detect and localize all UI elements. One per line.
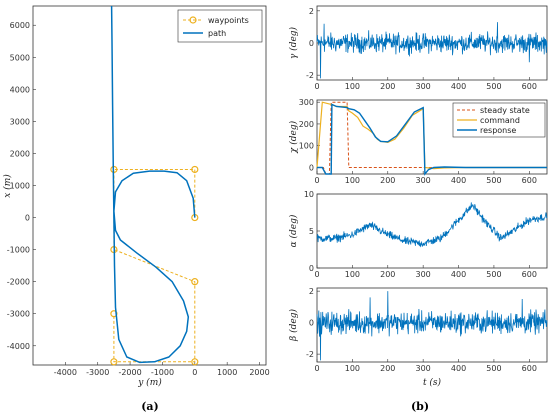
panel-a-plot: -4000 -3000 -2000 -1000 0 1000 2000-4000-3000-…	[7, 5, 270, 377]
legend-steady-label: steady state	[480, 106, 530, 115]
panel-b3-xtick-label-5: 500	[486, 270, 501, 279]
panel-b3-ytick-label-0: 0	[309, 264, 314, 273]
panel-b1-ytick-label-0: -2	[306, 71, 314, 80]
legend-response-label: response	[480, 126, 516, 135]
panel-b2-ytick-label-1: 100	[299, 142, 314, 151]
caption-b: (b)	[411, 400, 429, 413]
panel-b3-xtick-label-1: 100	[345, 270, 360, 279]
waypoint-marker	[191, 358, 199, 366]
panel-a-ytick-label-9: 5000	[10, 53, 30, 62]
panel-b1-xtick-label-6: 600	[522, 82, 537, 91]
panel-a-legend: waypoints path	[177, 9, 263, 43]
panel-b1-xtick-label-0: 0	[314, 82, 319, 91]
panel-b2-xtick-label-5: 500	[486, 176, 501, 185]
panel-a-xtick-label-1: -3000	[86, 368, 109, 377]
waypoint-marker	[191, 278, 199, 286]
panel-a-ytick-label-5: 1000	[10, 182, 30, 191]
response-line	[317, 103, 547, 176]
panel-b4-xtick-label-1: 100	[345, 364, 360, 373]
panel-b2-axes	[316, 99, 548, 175]
panel-b2-xtick-label-4: 400	[451, 176, 466, 185]
panel-a-legend-box	[177, 9, 263, 43]
panel-a-xtick-label-2: -2000	[118, 368, 141, 377]
panel-b3-xtick-label-6: 600	[522, 270, 537, 279]
path-line	[110, 5, 196, 364]
panel-a-xtick-label-4: 0	[192, 368, 197, 377]
panel-b1-xtick-label-4: 400	[451, 82, 466, 91]
panel-b3-ytick-label-2: 10	[304, 190, 314, 199]
panel-b2-xtick-label-1: 100	[345, 176, 360, 185]
panel-a-ytick-label-6: 2000	[10, 149, 30, 158]
panel-b4-xtick-label-2: 200	[380, 364, 395, 373]
panel-b1-ylabel: γ (deg)	[288, 26, 299, 59]
panel-b1-xtick-label-1: 100	[345, 82, 360, 91]
caption-a: (a)	[141, 400, 159, 413]
panel-a-ytick-label-8: 4000	[10, 85, 30, 94]
panel-a-xlabel: y (m)	[137, 377, 162, 388]
panel-a-xtick-label-0: -4000	[54, 368, 77, 377]
panel-b4-ylabel: β (deg)	[288, 309, 299, 342]
panel-b1-xtick-label-5: 500	[486, 82, 501, 91]
panel-b3-series-line	[316, 202, 548, 248]
panel-b4-xtick-label-5: 500	[486, 364, 501, 373]
panel-b3-ylabel: α (deg)	[288, 214, 299, 247]
legend-command-label: command	[480, 116, 520, 125]
legend-waypoints-label: waypoints	[208, 16, 249, 25]
panel-a-ytick-label-3: -1000	[7, 246, 30, 255]
panel-b4-xlabel: t (s)	[423, 377, 442, 388]
panel-b2-ytick-label-2: 200	[299, 120, 314, 129]
panel-a-ytick-label-0: -4000	[7, 342, 30, 351]
panel-b2-legend: steady state command response	[452, 102, 546, 138]
panel-b4-ytick-label-0: -2	[306, 350, 314, 359]
legend-path-label: path	[208, 29, 226, 38]
panel-a-ytick-label-4: 0	[25, 214, 30, 223]
panel-b2-ytick-label-3: 300	[299, 98, 314, 107]
panel-a-ytick-label-10: 6000	[10, 21, 30, 30]
panel-b2-xtick-label-6: 600	[522, 176, 537, 185]
panel-b3-xtick-label-4: 400	[451, 270, 466, 279]
panel-a-axes	[32, 5, 267, 366]
legend-waypoints-marker	[189, 16, 197, 24]
panel-b4-xtick-label-6: 600	[522, 364, 537, 373]
panel-b1-xtick-label-3: 300	[416, 82, 431, 91]
panel-a-ytick-label-2: -2000	[7, 278, 30, 287]
panel-b4-series-line	[316, 291, 548, 361]
panel-b4-ytick-label-2: 2	[309, 287, 314, 296]
panel-b2-ylabel: χ (deg)	[288, 120, 299, 154]
panel-a-xtick-label-6: 2000	[249, 368, 269, 377]
panel-b1-series-line	[316, 22, 548, 79]
panel-b4-xtick-label-3: 300	[416, 364, 431, 373]
panel-b4-ytick-label-1: 0	[309, 319, 314, 328]
panel-b2-ytick-label-0: 0	[309, 163, 314, 172]
panel-b4-xtick-label-4: 400	[451, 364, 466, 373]
panel-b3-xtick-label-2: 200	[380, 270, 395, 279]
panel-b1-ytick-label-1: 0	[309, 39, 314, 48]
panel-b4-axes	[316, 287, 548, 363]
panel-a-xtick-label-3: -1000	[151, 368, 174, 377]
panel-b3-xtick-label-0: 0	[314, 270, 319, 279]
panel-b2-xtick-label-2: 200	[380, 176, 395, 185]
panel-b2-xtick-label-3: 300	[416, 176, 431, 185]
panel-b1-xtick-label-2: 200	[380, 82, 395, 91]
panel-b3-xtick-label-3: 300	[416, 270, 431, 279]
panel-a-ytick-label-7: 3000	[10, 117, 30, 126]
waypoint-marker	[110, 358, 118, 366]
panel-b4-xtick-label-0: 0	[314, 364, 319, 373]
panel-b1-ytick-label-2: 2	[309, 7, 314, 16]
waypoint-marker	[191, 165, 199, 174]
panel-b3-ytick-label-1: 5	[309, 227, 314, 236]
panel-a-xtick-label-5: 1000	[217, 368, 237, 377]
panel-a-ytick-label-1: -3000	[7, 310, 30, 319]
panel-b2-xtick-label-0: 0	[314, 176, 319, 185]
panel-a-ylabel: x (m)	[2, 174, 13, 198]
